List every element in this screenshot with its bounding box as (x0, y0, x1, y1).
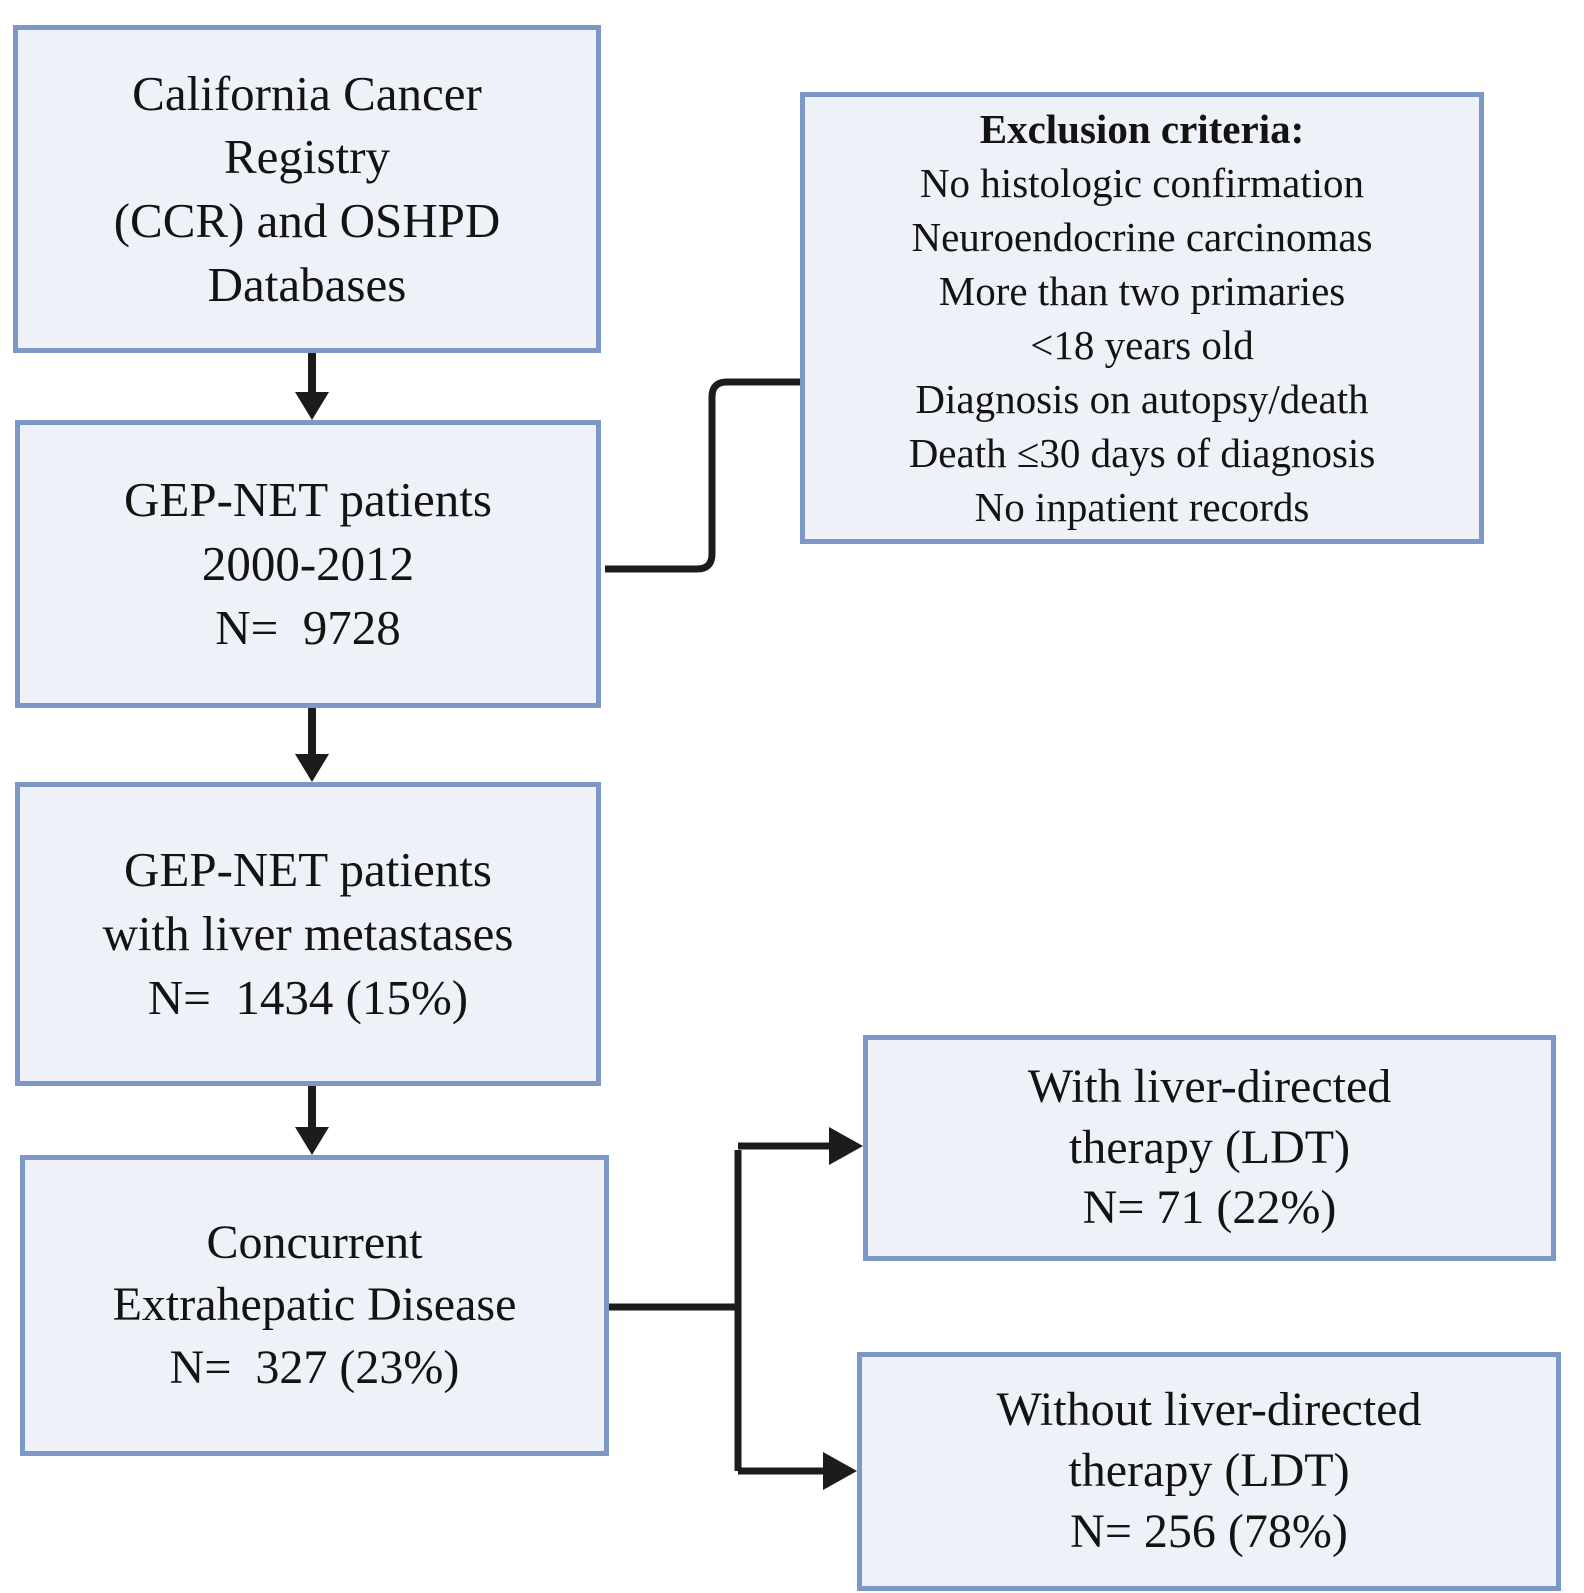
node-line: With liver-directed (1027, 1059, 1392, 1113)
node-line: N= 256 (78%) (1070, 1504, 1348, 1558)
exclusion-item: <18 years old (1030, 322, 1254, 368)
node-line: GEP-NET patients (124, 842, 492, 898)
arrowhead-without-ldt (823, 1452, 857, 1490)
node-line: N= 71 (22%) (1082, 1181, 1337, 1235)
node-source-databases: California Cancer Registry (CCR) and OSH… (13, 25, 601, 353)
exclusion-item: No inpatient records (974, 484, 1310, 531)
node-line: therapy (LDT) (1068, 1444, 1350, 1498)
node-exclusion-criteria: Exclusion criteria: No histologic confir… (800, 92, 1484, 544)
node-line: N= 327 (23%) (169, 1340, 460, 1394)
node-line: N= 9728 (215, 599, 401, 655)
node-line: California Cancer (132, 65, 482, 121)
node-line: Registry (223, 129, 391, 185)
exclusion-item: Death ≤30 days of diagnosis (908, 430, 1376, 477)
node-line: Concurrent (206, 1215, 423, 1269)
arrow-source-to-gepnet (295, 352, 329, 420)
node-line: 2000-2012 (201, 536, 415, 592)
node-line: (CCR) and OSHPD (113, 193, 501, 248)
node-gepnet-patients: GEP-NET patients 2000-2012 N= 9728 (15, 420, 601, 708)
connector-gepnet-to-exclusion (605, 378, 800, 573)
arrow-gepnet-to-liver-mets (295, 707, 329, 782)
node-with-ldt: With liver-directed therapy (LDT) N= 71 … (863, 1035, 1556, 1261)
node-line: Without liver-directed (996, 1383, 1422, 1437)
exclusion-item: Neuroendocrine carcinomas (911, 213, 1373, 260)
node-without-ldt: Without liver-directed therapy (LDT) N= … (857, 1352, 1561, 1591)
node-line: with liver metastases (102, 906, 514, 962)
exclusion-title: Exclusion criteria: (979, 105, 1305, 152)
node-extrahepatic-disease: Concurrent Extrahepatic Disease N= 327 (… (20, 1155, 609, 1456)
node-line: Databases (207, 256, 407, 312)
exclusion-item: Diagnosis on autopsy/death (915, 376, 1369, 423)
connector-extrahepatic-branch (608, 1127, 863, 1490)
arrowhead-with-ldt (829, 1127, 863, 1165)
exclusion-item: More than two primaries (938, 267, 1346, 314)
node-line: therapy (LDT) (1068, 1120, 1351, 1174)
exclusion-item: No histologic confirmation (919, 159, 1365, 206)
node-line: GEP-NET patients (124, 472, 492, 528)
node-liver-metastases: GEP-NET patients with liver metastases N… (15, 782, 601, 1086)
arrow-liver-mets-to-extrahepatic (295, 1085, 329, 1155)
node-line: Extrahepatic Disease (112, 1278, 517, 1332)
node-line: N= 1434 (15%) (147, 969, 469, 1025)
